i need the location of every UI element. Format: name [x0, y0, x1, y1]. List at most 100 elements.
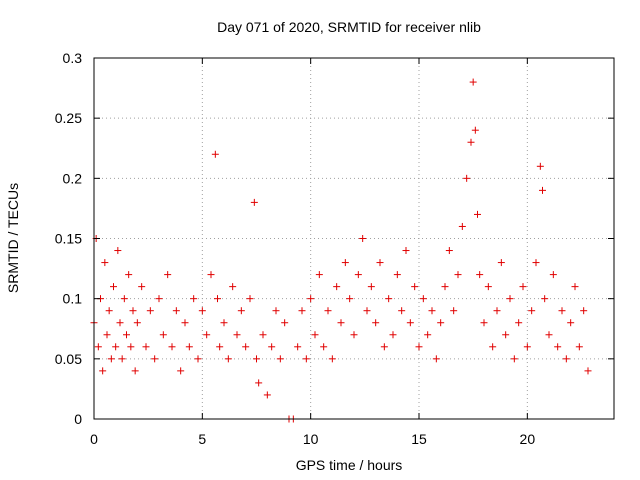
data-point: [372, 319, 380, 327]
data-point: [469, 78, 477, 86]
data-point: [242, 343, 250, 351]
data-point: [541, 295, 549, 303]
data-point: [198, 307, 206, 315]
data-point: [255, 379, 263, 387]
data-point: [237, 307, 245, 315]
data-point: [480, 319, 488, 327]
data-point: [94, 343, 102, 351]
y-tick-label: 0.2: [63, 170, 83, 186]
data-point: [580, 307, 588, 315]
data-point: [259, 331, 267, 339]
data-point: [181, 319, 189, 327]
data-point: [146, 307, 154, 315]
data-point: [467, 138, 475, 146]
data-point: [133, 319, 141, 327]
data-point: [211, 150, 219, 158]
data-point: [424, 331, 432, 339]
data-point: [207, 271, 215, 279]
data-point: [502, 331, 510, 339]
data-point: [315, 271, 323, 279]
data-point: [129, 307, 137, 315]
data-point: [458, 222, 466, 230]
data-point: [142, 343, 150, 351]
data-point: [110, 283, 117, 291]
chart-title: Day 071 of 2020, SRMTID for receiver nli…: [217, 19, 481, 35]
data-point: [474, 210, 481, 218]
data-point: [127, 343, 135, 351]
data-point: [515, 319, 523, 327]
data-point: [112, 343, 120, 351]
data-point: [471, 126, 479, 134]
data-point: [99, 367, 107, 375]
data-point: [155, 295, 163, 303]
data-point: [268, 343, 276, 351]
data-point: [463, 174, 471, 182]
data-point: [393, 271, 401, 279]
data-point: [172, 307, 180, 315]
data-point: [432, 355, 440, 363]
data-point: [411, 283, 419, 291]
data-point: [320, 343, 328, 351]
data-point: [263, 391, 271, 399]
x-tick-label: 0: [90, 431, 98, 447]
data-point: [203, 331, 211, 339]
y-axis-label: SRMTID / TECUs: [5, 183, 21, 293]
data-point: [107, 355, 115, 363]
data-point: [105, 307, 113, 315]
data-point: [497, 259, 505, 267]
data-point: [536, 162, 544, 170]
axis-ticks: 0 5 10 15 20 0 0.05 0.1 0.15 0.2 0.25 0.3: [55, 50, 614, 447]
data-point: [441, 283, 449, 291]
data-point: [493, 307, 501, 315]
data-point: [445, 247, 453, 255]
data-point: [558, 307, 566, 315]
data-point: [350, 331, 358, 339]
data-point: [185, 343, 193, 351]
data-point: [214, 295, 221, 303]
data-point: [233, 331, 241, 339]
data-point: [549, 271, 557, 279]
data-point: [246, 295, 254, 303]
data-point: [250, 198, 258, 206]
data-point: [341, 259, 349, 267]
data-point: [489, 343, 497, 351]
data-point: [103, 331, 111, 339]
data-point: [380, 343, 388, 351]
data-point: [328, 355, 336, 363]
data-point: [151, 355, 159, 363]
data-point: [484, 283, 492, 291]
data-point: [118, 355, 126, 363]
data-point: [346, 295, 354, 303]
data-point: [506, 295, 514, 303]
data-point: [354, 271, 362, 279]
data-point: [450, 307, 458, 315]
y-tick-label: 0: [74, 411, 82, 427]
data-point: [138, 283, 146, 291]
y-tick-label: 0.15: [55, 231, 82, 247]
data-point: [302, 355, 310, 363]
data-point: [168, 343, 176, 351]
data-point: [554, 343, 562, 351]
data-point: [307, 295, 315, 303]
y-tick-label: 0.25: [55, 110, 82, 126]
data-point: [376, 259, 384, 267]
data-point: [220, 319, 228, 327]
y-tick-label: 0.1: [63, 291, 83, 307]
data-point: [476, 271, 484, 279]
data-point: [415, 343, 423, 351]
data-point: [123, 331, 130, 339]
data-point: [406, 319, 414, 327]
data-point: [389, 331, 397, 339]
data-point: [419, 295, 427, 303]
x-axis-label: GPS time / hours: [296, 457, 403, 473]
data-point: [363, 307, 371, 315]
data-point: [575, 343, 583, 351]
data-point: [428, 307, 436, 315]
grid-lines: [94, 58, 614, 419]
data-point: [519, 283, 527, 291]
data-point: [437, 319, 445, 327]
data-point: [333, 283, 341, 291]
x-tick-label: 5: [198, 431, 206, 447]
